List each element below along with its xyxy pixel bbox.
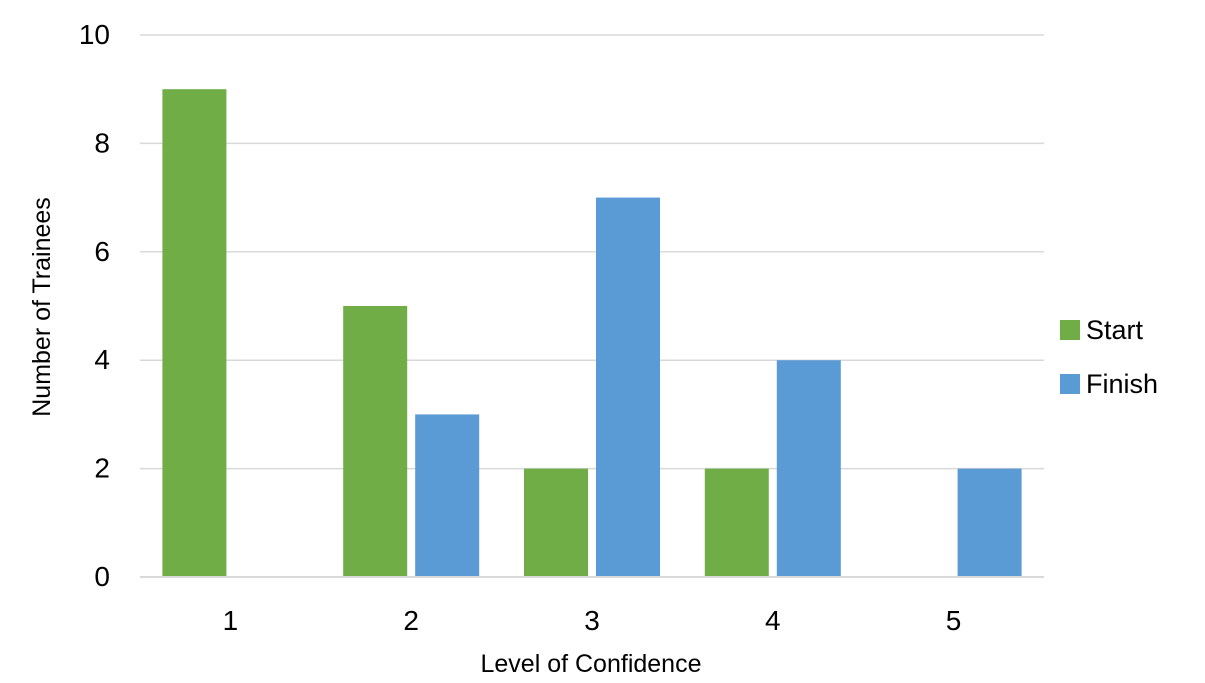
bar-start-3: [524, 468, 588, 577]
legend-swatch-start: [1060, 320, 1080, 340]
bar-finish-3: [596, 197, 660, 577]
y-tick-label: 8: [94, 127, 110, 158]
y-tick-label: 0: [94, 561, 110, 592]
gridlines: [140, 34, 1044, 470]
bar-finish-2: [415, 414, 480, 577]
x-tick-label: 2: [403, 605, 419, 636]
x-axis-title: Level of Confidence: [481, 650, 702, 678]
bar-start-1: [162, 89, 227, 577]
y-tick-label: 4: [94, 344, 110, 375]
y-tick-label: 6: [94, 236, 110, 267]
bar-finish-4: [776, 360, 841, 577]
legend: Start Finish: [1060, 315, 1158, 399]
legend-label-finish: Finish: [1086, 369, 1158, 399]
legend-label-start: Start: [1086, 315, 1144, 345]
x-tick-label: 1: [223, 605, 239, 636]
bar-finish-5: [957, 468, 1022, 577]
x-tick-label: 3: [584, 605, 600, 636]
y-tick-label: 10: [79, 19, 110, 50]
x-tick-label: 5: [946, 605, 962, 636]
x-tick-label: 4: [765, 605, 781, 636]
bar-start-4: [704, 468, 769, 577]
legend-swatch-finish: [1060, 374, 1080, 394]
bar-start-2: [343, 306, 408, 577]
y-axis-title: Number of Trainees: [28, 197, 56, 417]
bars: [162, 89, 1022, 577]
y-tick-label: 2: [94, 453, 110, 484]
